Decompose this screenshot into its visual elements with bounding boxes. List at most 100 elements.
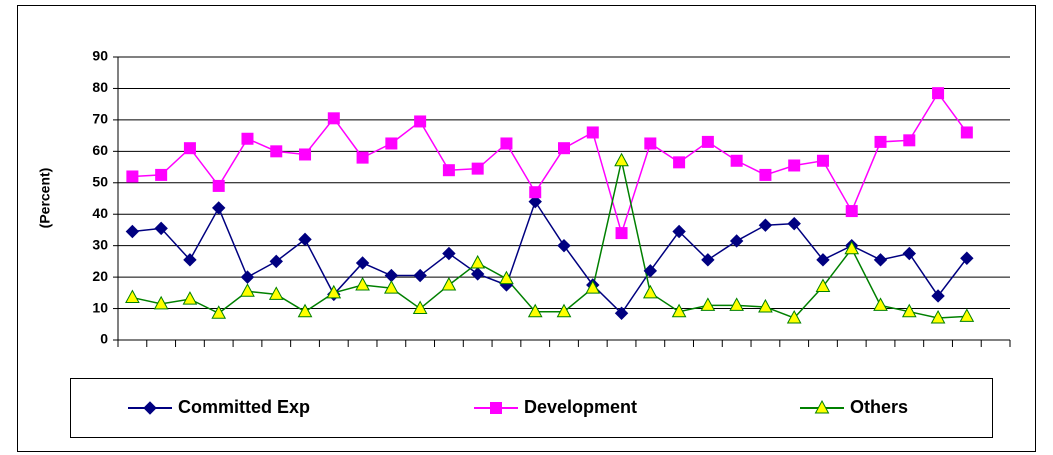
data-point: [556, 303, 572, 318]
data-point: [758, 298, 773, 313]
data-point: [671, 303, 687, 318]
data-point: [700, 297, 716, 311]
data-point: [297, 303, 313, 318]
data-point: [873, 297, 888, 311]
data-point: [384, 280, 399, 294]
data-point: [212, 179, 225, 192]
data-point: [154, 221, 168, 236]
data-point: [500, 137, 513, 150]
data-point: [787, 216, 801, 231]
data-point: [442, 164, 455, 177]
data-point: [729, 234, 744, 248]
data-point: [240, 270, 255, 284]
legend-label: Others: [850, 397, 908, 417]
y-tick-label: 40: [92, 205, 108, 221]
data-point: [644, 137, 657, 150]
data-point: [412, 300, 428, 315]
data-point: [557, 238, 571, 253]
data-point: [845, 205, 858, 218]
data-point: [586, 126, 599, 139]
data-point: [730, 154, 743, 167]
y-tick-label: 20: [92, 268, 108, 284]
y-tick-label: 70: [92, 111, 108, 127]
data-point: [528, 194, 542, 209]
data-point: [499, 270, 514, 285]
data-point: [673, 156, 686, 169]
data-point: [932, 87, 945, 100]
data-point: [356, 151, 369, 164]
data-point: [155, 168, 168, 181]
data-point: [125, 224, 140, 239]
data-point: [385, 137, 398, 150]
data-point: [873, 253, 888, 267]
y-tick-label: 10: [92, 299, 108, 315]
data-point: [125, 289, 140, 304]
data-point: [471, 162, 484, 175]
data-point: [529, 186, 542, 199]
data-point: [183, 253, 197, 267]
y-tick-label: 50: [92, 173, 108, 189]
data-point: [614, 152, 629, 167]
data-point: [558, 142, 570, 155]
legend-marker: [143, 401, 157, 415]
data-point: [211, 305, 227, 319]
data-point: [901, 303, 917, 318]
data-point: [442, 246, 456, 261]
data-point: [931, 289, 945, 303]
data-point: [326, 284, 342, 299]
y-tick-label: 80: [92, 79, 108, 95]
data-point: [759, 168, 772, 181]
y-axis-label: (Percent): [37, 168, 53, 229]
data-point: [527, 303, 543, 318]
data-point: [815, 278, 831, 293]
data-point: [701, 253, 715, 267]
data-point: [413, 268, 427, 283]
data-point: [642, 284, 658, 299]
data-point: [729, 297, 744, 311]
data-point: [816, 154, 829, 167]
series-line: [132, 160, 967, 319]
data-point: [355, 276, 370, 291]
data-point: [960, 126, 973, 139]
data-point: [240, 283, 255, 297]
data-point: [212, 201, 226, 215]
data-point: [614, 306, 629, 320]
data-point: [672, 224, 686, 239]
data-point: [585, 280, 601, 294]
data-point: [241, 132, 254, 145]
data-point: [758, 218, 773, 232]
data-point: [270, 145, 283, 158]
legend-marker: [814, 399, 830, 414]
data-point: [788, 159, 801, 172]
data-point: [470, 267, 485, 281]
y-tick-label: 30: [92, 236, 108, 252]
legend-label: Committed Exp: [178, 397, 310, 417]
data-point: [470, 254, 486, 269]
data-point: [701, 135, 714, 148]
data-point: [615, 227, 628, 240]
y-tick-label: 60: [92, 142, 108, 158]
series-line: [132, 199, 968, 315]
data-point: [903, 134, 916, 147]
data-point: [126, 170, 139, 183]
data-point: [153, 295, 169, 310]
data-point: [786, 309, 802, 324]
legend-label: Development: [524, 397, 637, 417]
y-tick-label: 90: [92, 48, 108, 64]
data-point: [441, 276, 457, 291]
data-point: [959, 308, 975, 322]
data-point: [269, 254, 283, 269]
data-point: [902, 246, 916, 261]
data-point: [355, 256, 370, 270]
data-point: [874, 135, 887, 148]
y-tick-label: 0: [100, 331, 108, 347]
data-point: [930, 309, 946, 324]
data-point: [299, 148, 312, 161]
data-point: [414, 115, 427, 128]
legend-marker: [490, 402, 502, 414]
data-point: [643, 264, 658, 278]
data-point: [816, 253, 830, 267]
data-point: [298, 232, 312, 247]
data-point: [844, 240, 860, 255]
